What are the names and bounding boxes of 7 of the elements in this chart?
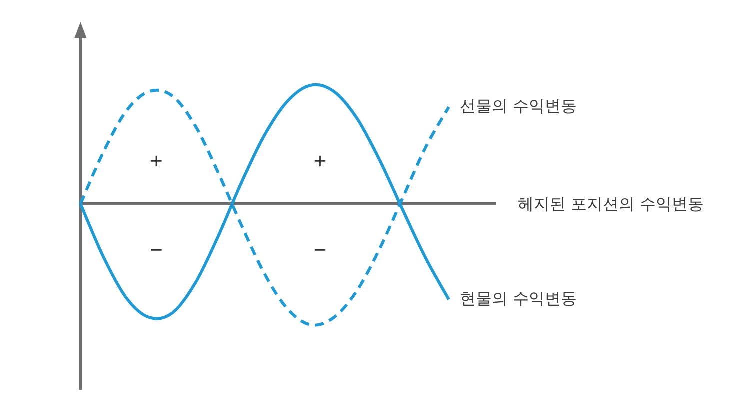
ref-line-label: 헤지된 포지션의 수익변동 [518,194,704,214]
annotation: + [313,152,328,172]
annotation: + [149,152,164,172]
series-label: 선물의 수익변동 [460,96,578,116]
series-label: 현물의 수익변동 [460,288,578,308]
annotation: − [313,240,328,261]
annotation: − [149,240,164,261]
